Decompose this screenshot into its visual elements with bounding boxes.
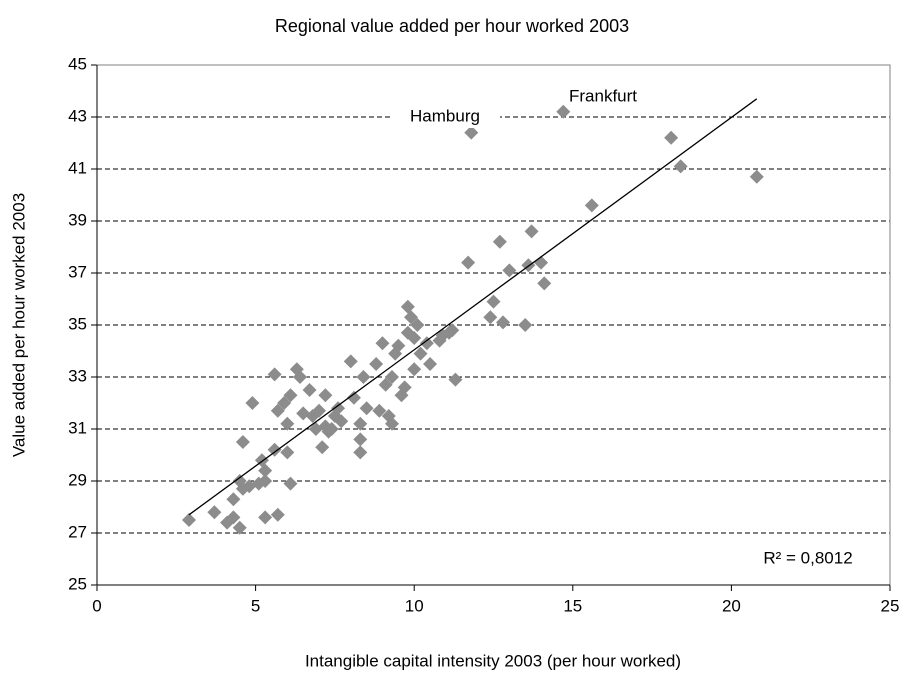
point [258, 474, 273, 488]
point [207, 505, 222, 520]
x-tick-label: 5 [251, 596, 260, 615]
point [359, 401, 374, 416]
chart-title: Regional value added per hour worked 200… [275, 16, 629, 36]
y-tick-label: 31 [68, 418, 87, 437]
point [492, 234, 507, 249]
point [486, 294, 501, 309]
x-tick-label: 15 [563, 596, 582, 615]
point [318, 388, 333, 403]
point [584, 198, 599, 213]
point [315, 440, 330, 455]
point [302, 383, 317, 397]
y-tick-label: 41 [68, 158, 87, 177]
y-tick-label: 27 [68, 522, 87, 541]
point [461, 255, 476, 270]
point [258, 463, 273, 478]
point [232, 520, 247, 535]
point [242, 479, 257, 494]
point [407, 331, 422, 345]
point [369, 357, 384, 371]
point [226, 492, 241, 507]
point [267, 442, 282, 457]
point [312, 403, 327, 418]
y-tick-label: 43 [68, 106, 87, 125]
y-tick-label: 25 [68, 574, 87, 593]
point [324, 422, 339, 436]
annotation: R² = 0,8012 [763, 548, 852, 567]
y-tick-label: 37 [68, 262, 87, 281]
point [410, 318, 425, 332]
y-tick-label: 45 [68, 54, 87, 73]
point [334, 414, 349, 429]
point [400, 299, 415, 314]
x-tick-label: 25 [881, 596, 900, 615]
x-tick-label: 0 [92, 596, 101, 615]
y-tick-label: 29 [68, 470, 87, 489]
point [524, 224, 539, 239]
point [445, 323, 460, 338]
point [277, 396, 292, 410]
trendline [188, 98, 758, 516]
point [464, 125, 479, 140]
point [518, 318, 533, 332]
point [372, 403, 387, 418]
point [384, 416, 399, 431]
point [346, 390, 361, 405]
point [423, 357, 438, 371]
point [391, 338, 406, 353]
point [397, 380, 412, 395]
point [245, 396, 260, 410]
point [280, 445, 295, 460]
y-axis-label: Value added per hour worked 2003 [9, 193, 28, 457]
point [496, 315, 511, 330]
x-tick-label: 10 [405, 596, 424, 615]
point [556, 104, 571, 119]
point [483, 310, 498, 325]
point [537, 276, 552, 291]
x-axis-label: Intangible capital intensity 2003 (per h… [305, 651, 681, 670]
point [270, 507, 285, 522]
point [235, 435, 250, 449]
point [378, 377, 393, 392]
y-tick-label: 39 [68, 210, 87, 229]
point [293, 370, 308, 384]
point [283, 388, 298, 403]
point [331, 401, 346, 416]
point [353, 445, 368, 460]
point [181, 513, 196, 527]
point [270, 403, 285, 418]
point [267, 367, 282, 382]
point [749, 169, 764, 184]
annotation-bg [390, 106, 500, 128]
point [353, 432, 368, 447]
point [407, 362, 422, 377]
point [673, 159, 688, 174]
point [343, 354, 358, 369]
point [664, 130, 679, 145]
annotation: Hamburg [410, 106, 480, 125]
point [419, 336, 434, 351]
y-tick-label: 35 [68, 314, 87, 333]
point [413, 346, 428, 361]
point [384, 370, 399, 384]
x-tick-label: 20 [722, 596, 741, 615]
annotation: Frankfurt [569, 86, 637, 105]
point [502, 263, 517, 278]
point [356, 370, 371, 384]
point [283, 476, 298, 491]
y-tick-label: 33 [68, 366, 87, 385]
point [280, 416, 295, 431]
point [258, 510, 273, 525]
point [353, 416, 368, 431]
point [448, 372, 463, 387]
point [375, 336, 390, 351]
point [404, 310, 419, 325]
point [226, 510, 241, 525]
